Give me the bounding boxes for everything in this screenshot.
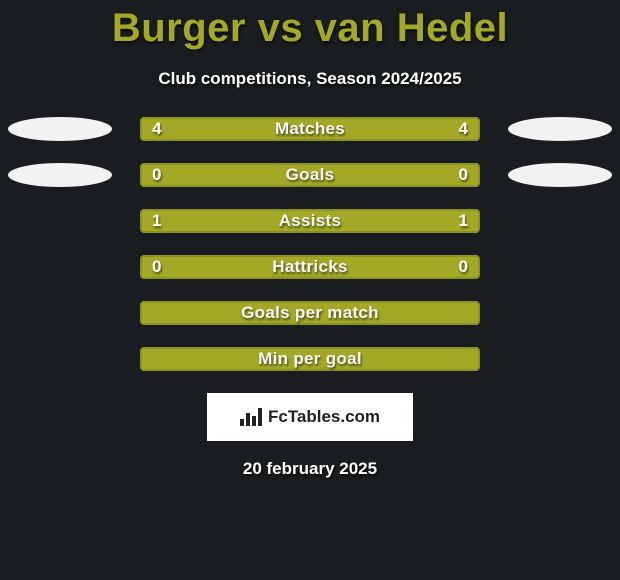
right-ellipse xyxy=(508,117,612,141)
stat-bar: Matches xyxy=(140,117,480,141)
stat-label: Hattricks xyxy=(272,257,347,277)
stat-value-left: 0 xyxy=(152,163,161,187)
stat-value-left: 1 xyxy=(152,209,161,233)
right-ellipse xyxy=(508,163,612,187)
stat-row: Goals 0 0 xyxy=(0,163,620,187)
stat-row: Min per goal xyxy=(0,347,620,371)
chart-icon xyxy=(240,408,262,426)
stat-row: Matches 4 4 xyxy=(0,117,620,141)
stat-value-left: 0 xyxy=(152,255,161,279)
stat-value-right: 0 xyxy=(459,163,468,187)
stat-row: Hattricks 0 0 xyxy=(0,255,620,279)
source-badge: FcTables.com xyxy=(207,393,413,441)
stat-value-right: 0 xyxy=(459,255,468,279)
stat-bar: Goals per match xyxy=(140,301,480,325)
left-ellipse xyxy=(8,117,112,141)
source-badge-text: FcTables.com xyxy=(268,407,380,427)
left-ellipse xyxy=(8,163,112,187)
stat-label: Goals xyxy=(286,165,335,185)
stat-label: Assists xyxy=(279,211,342,231)
stat-row: Goals per match xyxy=(0,301,620,325)
subtitle: Club competitions, Season 2024/2025 xyxy=(0,69,620,89)
stat-value-right: 1 xyxy=(459,209,468,233)
stat-value-right: 4 xyxy=(459,117,468,141)
stat-rows: Matches44Goals00Assists11Hattricks00Goal… xyxy=(0,117,620,371)
date-label: 20 february 2025 xyxy=(0,459,620,479)
stat-bar: Hattricks xyxy=(140,255,480,279)
stat-bar: Goals xyxy=(140,163,480,187)
stat-row: Assists 1 1 xyxy=(0,209,620,233)
stat-bar: Assists xyxy=(140,209,480,233)
stat-label: Matches xyxy=(275,119,345,139)
stat-value-left: 4 xyxy=(152,117,161,141)
stat-bar: Min per goal xyxy=(140,347,480,371)
page-title: Burger vs van Hedel xyxy=(0,0,620,51)
stat-label: Goals per match xyxy=(241,303,379,323)
stat-label: Min per goal xyxy=(258,349,362,369)
